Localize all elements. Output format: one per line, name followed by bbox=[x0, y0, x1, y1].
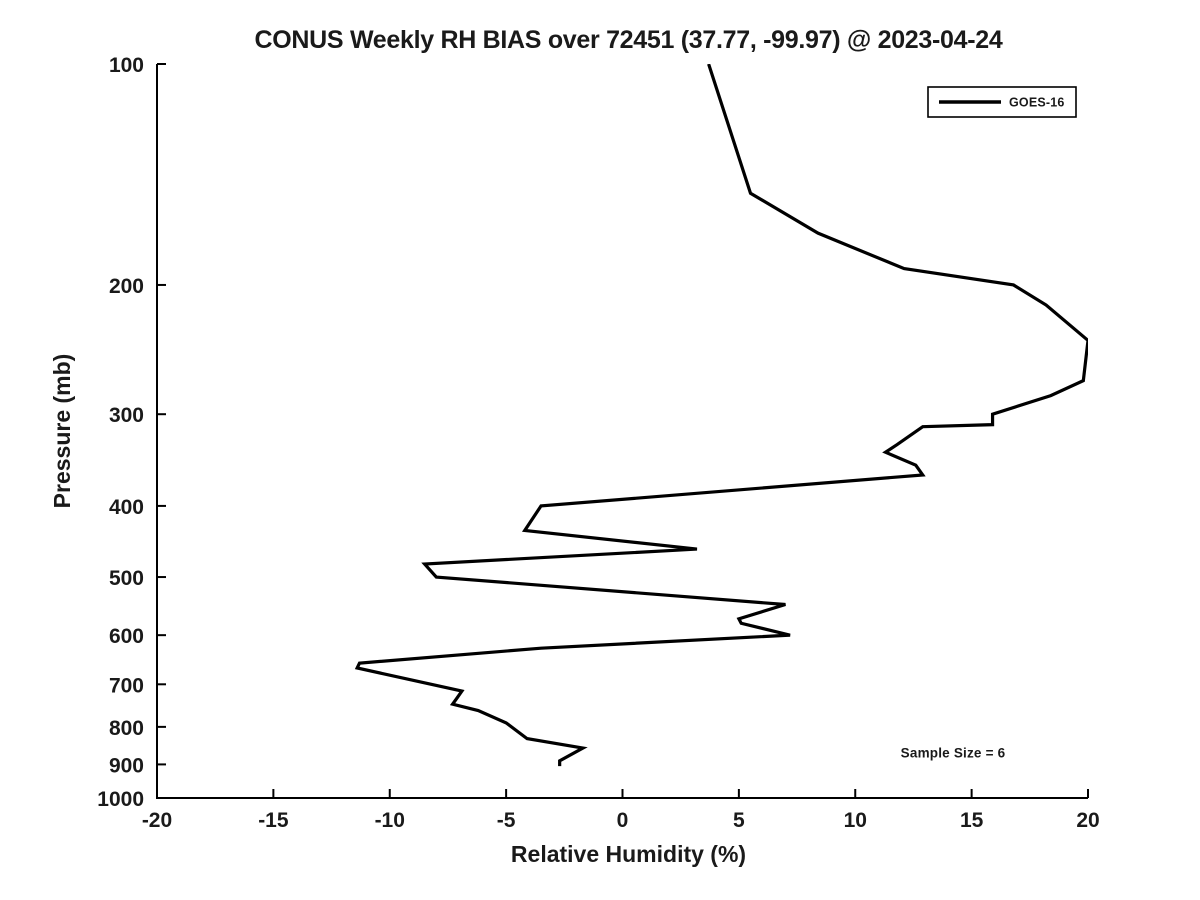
x-tick-label: -15 bbox=[258, 809, 289, 832]
y-tick-label: 700 bbox=[109, 674, 144, 697]
y-tick-label: 1000 bbox=[97, 788, 144, 811]
y-axis-label: Pressure (mb) bbox=[49, 354, 75, 509]
x-tick-label: 15 bbox=[960, 809, 984, 832]
x-tick-label: -5 bbox=[497, 809, 516, 832]
axis-spines bbox=[156, 64, 1088, 799]
x-tick-label: 10 bbox=[844, 809, 867, 832]
x-tick-label: -10 bbox=[375, 809, 405, 832]
y-tick-label: 100 bbox=[109, 54, 144, 77]
y-tick-label: 800 bbox=[109, 717, 144, 740]
x-tick-label: 0 bbox=[617, 809, 629, 832]
legend-label: GOES-16 bbox=[1009, 96, 1065, 110]
y-tick-label: 500 bbox=[109, 567, 144, 590]
series-line-goes-16 bbox=[354, 64, 1088, 767]
y-tick-label: 200 bbox=[109, 275, 144, 298]
chart-title: CONUS Weekly RH BIAS over 72451 (37.77, … bbox=[255, 26, 1003, 54]
y-tick-label: 600 bbox=[109, 625, 144, 648]
x-tick-label: 20 bbox=[1076, 809, 1099, 832]
y-tick-label: 400 bbox=[109, 496, 144, 519]
x-axis-label: Relative Humidity (%) bbox=[511, 841, 746, 867]
x-tick-label: -20 bbox=[142, 809, 172, 832]
y-tick-label: 900 bbox=[109, 754, 144, 777]
x-tick-label: 5 bbox=[733, 809, 745, 832]
sample-size-annotation: Sample Size = 6 bbox=[901, 745, 1006, 760]
y-tick-label: 300 bbox=[109, 404, 144, 427]
